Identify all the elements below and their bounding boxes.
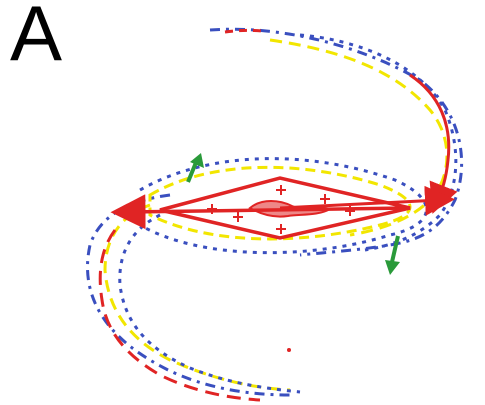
upper-arm-red-dash [224,28,263,34]
plus-marker [276,224,286,234]
plus-marker [345,206,355,216]
plus-marker [233,212,243,222]
plus-marker [320,194,330,204]
star-markers [207,185,355,234]
lower-arm [86,193,301,402]
red-dot [287,348,291,352]
plus-marker [276,185,286,195]
bar-red-axis-right [279,185,455,216]
bar-blue-halo [139,157,428,255]
green-arrow-up-icon [186,153,204,183]
upper-arm-blue-outer [209,27,463,257]
green-arrows [186,153,400,275]
lower-arm-blue-outer [86,193,291,397]
upper-arm-yellow [269,38,449,237]
plus-marker [207,204,217,214]
lower-arm-red-tail [98,229,261,402]
upper-arm [209,27,463,257]
green-arrow-down-icon [385,235,400,275]
upper-arm-blue-inner [299,33,458,252]
panel-label: A [10,0,63,77]
bar-core-scribble [248,200,333,218]
central-bar [110,157,455,352]
